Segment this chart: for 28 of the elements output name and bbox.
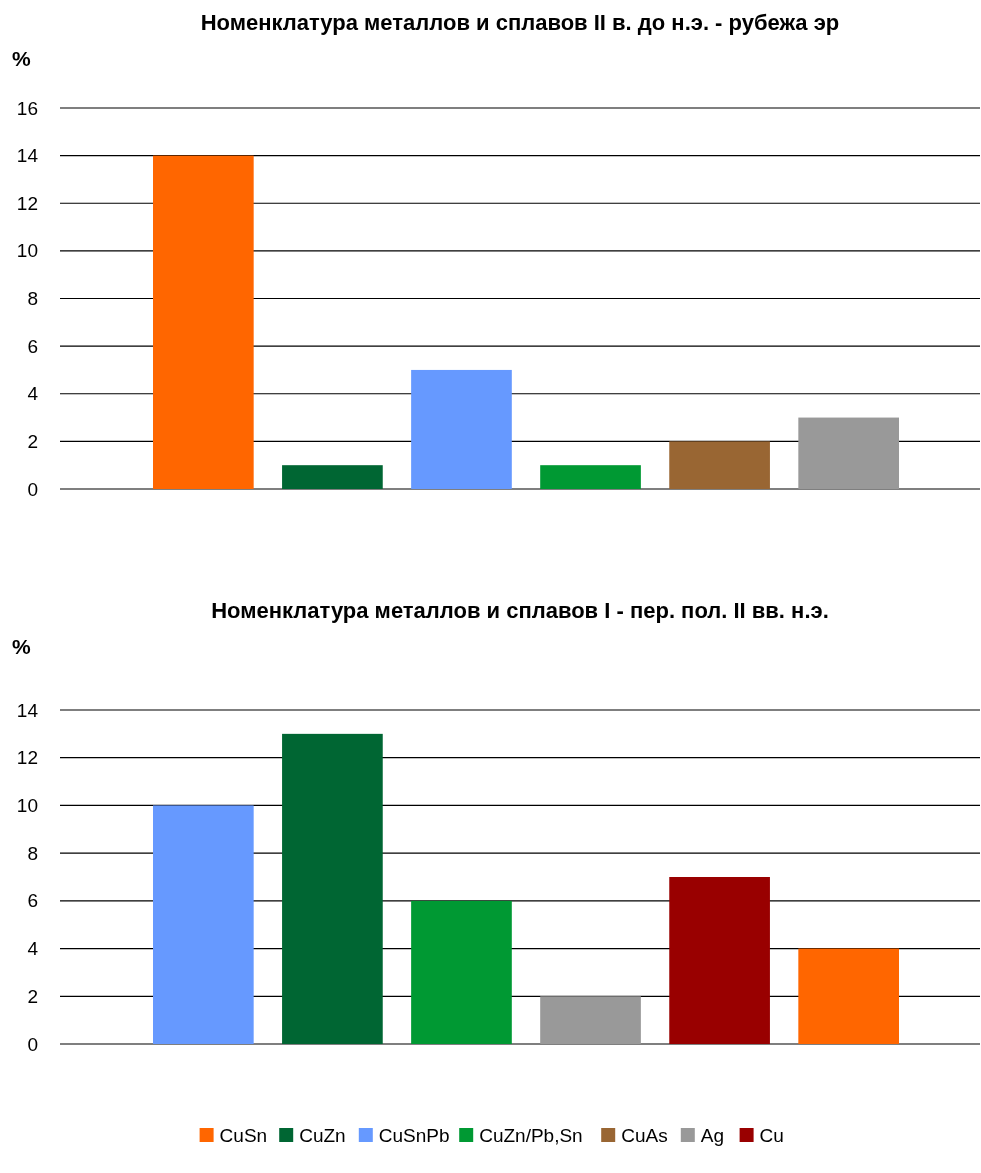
legend-label: CuSnPb [378, 1124, 450, 1146]
legend-label: Ag [700, 1124, 725, 1146]
y-tick-label: 14 [16, 145, 39, 167]
y-tick-label: 0 [27, 478, 38, 500]
y-tick-label: 12 [16, 192, 38, 214]
legend-label: CuAs [621, 1124, 668, 1146]
chart-title: Номенклатура металлов и сплавов I - пер. пол. II вв. н.э. [211, 598, 829, 623]
y-axis-title: % [12, 47, 31, 70]
y-tick-label: 12 [16, 747, 38, 769]
chart-title: Номенклатура металлов и сплавов II в. до н.э. - рубежа эр [200, 10, 840, 35]
y-axis-title: % [12, 635, 31, 658]
y-tick-label: 2 [27, 430, 38, 452]
y-tick-label: 4 [27, 383, 39, 405]
legend-label: CuZn/Pb,Sn [479, 1124, 583, 1146]
y-tick-label: 6 [27, 890, 38, 912]
legend-label: CuZn [299, 1124, 346, 1146]
y-tick-label: 8 [27, 842, 38, 864]
y-tick-label: 16 [16, 97, 38, 119]
y-tick-label: 2 [27, 985, 38, 1007]
legend-label: Cu [759, 1124, 784, 1146]
y-tick-label: 8 [27, 288, 38, 309]
y-tick-label: 14 [16, 699, 39, 721]
y-tick-label: 6 [27, 335, 38, 357]
y-tick-label: 0 [27, 1033, 38, 1055]
legend-label: CuSn [219, 1124, 268, 1146]
y-tick-label: 10 [16, 240, 38, 262]
y-tick-label: 10 [16, 794, 38, 816]
y-tick-label: 4 [27, 938, 39, 960]
